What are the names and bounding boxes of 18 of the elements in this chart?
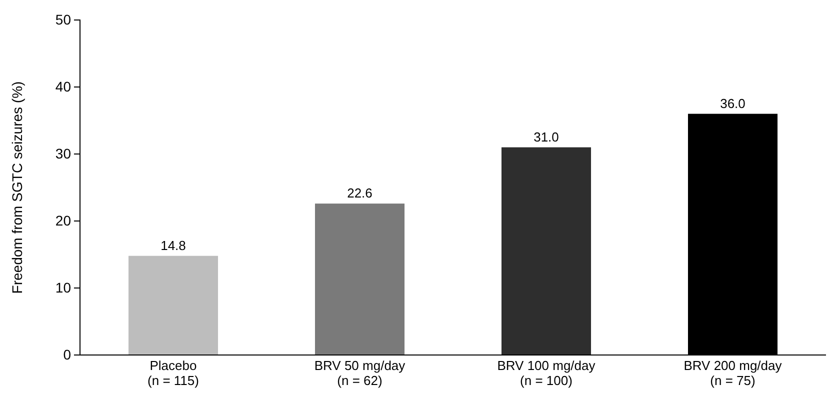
bar [501,147,592,355]
x-tick-label: BRV 100 mg/day (n = 100) [497,358,596,388]
data-label: 31.0 [534,129,559,144]
y-tick-label: 20 [55,212,72,228]
x-tick-label: Placebo (n = 115) [148,358,199,388]
x-tick-label: BRV 50 mg/day (n = 62) [314,358,406,388]
y-tick-label: 10 [55,279,72,296]
y-tick-label: 0 [63,346,72,362]
y-tick-label: 50 [55,11,72,28]
y-tick-label: 30 [55,145,72,162]
bar [314,204,405,355]
x-tick-label: BRV 200 mg/day (n = 75) [684,358,782,388]
bar [128,256,218,355]
data-label: 14.8 [160,238,186,253]
y-axis-title: Freedom from SGTC seizures (%) [9,81,25,294]
y-tick-label: 40 [55,78,72,94]
data-label: 22.6 [347,186,372,201]
data-label: 36.0 [720,96,746,111]
